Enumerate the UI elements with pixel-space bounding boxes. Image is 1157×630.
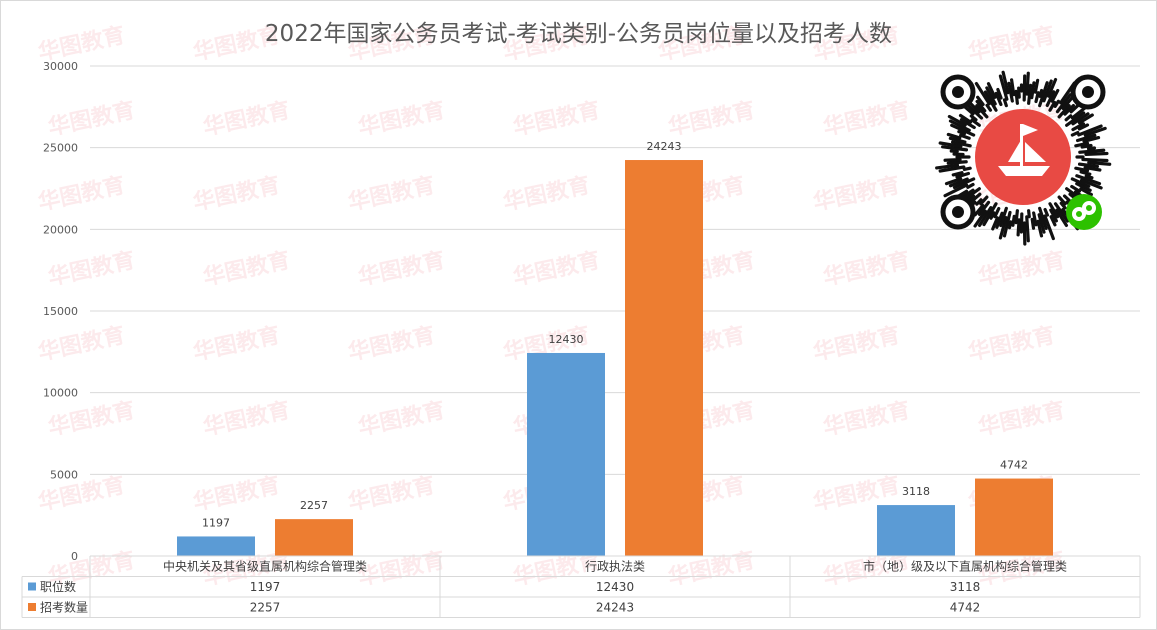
watermark-logo: 华图教育 xyxy=(36,172,127,216)
watermark-logo: 华图教育 xyxy=(191,472,282,516)
y-tick-label: 15000 xyxy=(43,305,78,318)
watermark-logo: 华图教育 xyxy=(821,397,912,441)
watermark-logo: 华图教育 xyxy=(346,472,437,516)
data-label: 4742 xyxy=(1000,459,1028,472)
watermark-logo: 华图教育 xyxy=(356,397,447,441)
watermark-logo: 华图教育 xyxy=(821,97,912,141)
watermark-logo: 华图教育 xyxy=(46,397,137,441)
bars xyxy=(177,160,1053,556)
category-label: 行政执法类 xyxy=(585,560,645,574)
category-label: 市（地）级及以下直属机构综合管理类 xyxy=(863,559,1067,574)
watermark-logo: 华图教育 xyxy=(811,322,902,366)
watermark-logo: 华图教育 xyxy=(966,322,1057,366)
watermark-logo: 华图教育 xyxy=(191,322,282,366)
table-cell: 24243 xyxy=(596,601,634,615)
watermark-logo: 华图教育 xyxy=(46,247,137,291)
table-cell: 1197 xyxy=(250,580,281,594)
data-label: 1197 xyxy=(202,516,230,529)
bar-recruits xyxy=(625,160,703,556)
category-label: 中央机关及其省级直属机构综合管理类 xyxy=(163,559,367,574)
legend-swatch xyxy=(28,582,36,591)
data-label: 3118 xyxy=(902,485,930,498)
watermark-logo: 华图教育 xyxy=(811,172,902,216)
watermark-logo: 华图教育 xyxy=(821,247,912,291)
y-tick-label: 5000 xyxy=(50,468,78,481)
y-tick-label: 20000 xyxy=(43,223,78,236)
watermark-logo: 华图教育 xyxy=(976,397,1067,441)
watermark-logo: 华图教育 xyxy=(201,97,292,141)
watermark-logo: 华图教育 xyxy=(191,172,282,216)
watermark-logo: 华图教育 xyxy=(666,97,757,141)
watermark-logo: 华图教育 xyxy=(511,97,602,141)
table-cell: 2257 xyxy=(250,601,281,615)
watermark-logo: 华图教育 xyxy=(346,172,437,216)
y-tick-label: 10000 xyxy=(43,387,78,400)
watermark-logo: 华图教育 xyxy=(36,322,127,366)
watermark-logo: 华图教育 xyxy=(356,97,447,141)
watermark-logo: 华图教育 xyxy=(356,247,447,291)
y-tick-label: 30000 xyxy=(43,60,78,73)
y-tick-label: 25000 xyxy=(43,142,78,155)
table-cell: 12430 xyxy=(596,580,634,594)
chart-title: 2022年国家公务员考试-考试类别-公务员岗位量以及招考人数 xyxy=(264,21,893,47)
y-axis: 0 5000 10000 15000 20000 25000 30000 xyxy=(43,60,78,563)
data-label: 2257 xyxy=(300,499,328,512)
table-cell: 4742 xyxy=(950,601,981,615)
table-cell: 3118 xyxy=(950,580,981,594)
data-labels: 1197 2257 12430 24243 3118 4742 xyxy=(202,140,1028,529)
bar-positions xyxy=(527,352,605,556)
bar-positions xyxy=(877,505,955,556)
watermark-logo: 华图教育 xyxy=(201,397,292,441)
bar-recruits xyxy=(275,519,353,556)
y-tick-label: 0 xyxy=(71,550,78,563)
mini-program-qr-icon xyxy=(935,70,1112,246)
bar-positions xyxy=(177,536,255,556)
watermark-logo: 华图教育 xyxy=(501,172,592,216)
legend-label: 招考数量 xyxy=(40,600,88,615)
bar-recruits xyxy=(975,478,1053,556)
legend-swatch xyxy=(28,603,36,611)
legend-label: 职位数 xyxy=(40,579,76,594)
data-table: 中央机关及其省级直属机构综合管理类 行政执法类 市（地）级及以下直属机构综合管理类职… xyxy=(21,555,1141,618)
watermark-logo: 华图教育 xyxy=(976,247,1067,291)
watermark-logo: 华图教育 xyxy=(356,547,447,591)
data-label: 12430 xyxy=(549,333,584,346)
watermark-logo: 华图教育 xyxy=(346,322,437,366)
gridlines xyxy=(90,65,1140,475)
watermark-logo: 华图教育 xyxy=(201,247,292,291)
data-label: 24243 xyxy=(647,140,682,153)
watermark-logo: 华图教育 xyxy=(46,97,137,141)
watermark-logo: 华图教育 xyxy=(511,247,602,291)
